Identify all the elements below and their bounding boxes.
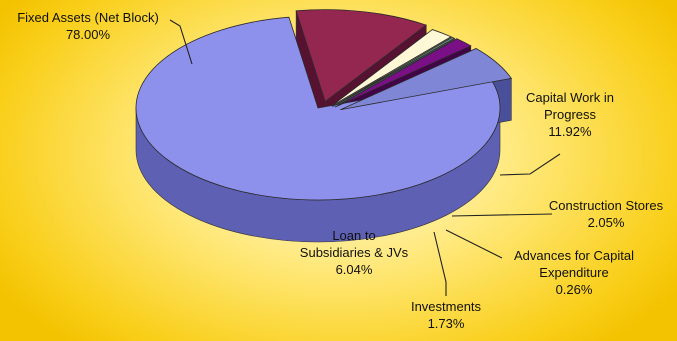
- pie-label-investments: Investments 1.73%: [411, 299, 482, 331]
- leader-line-construction-stores: [451, 213, 553, 217]
- pie-label-fixed-assets: Fixed Assets (Net Block) 78.00%: [17, 10, 159, 42]
- pie-label-name-capital-work-in-progress: Progress: [544, 107, 597, 122]
- leader-line-advances-capital-expenditure: [445, 229, 503, 259]
- pie-label-name-fixed-assets: Fixed Assets (Net Block): [17, 10, 159, 25]
- pie-tops: [135, 9, 513, 201]
- pie-label-pct-investments: 1.73%: [428, 316, 465, 331]
- pie-slice-loan-to-subsidiaries: [340, 48, 513, 111]
- pie-label-pct-loan-to-subsidiaries: 6.04%: [336, 262, 373, 277]
- pie-label-name-capital-work-in-progress: Capital Work in: [526, 90, 614, 105]
- pie-label-name-construction-stores: Construction Stores: [549, 198, 664, 213]
- pie-labels: Fixed Assets (Net Block) 78.00% Capital Wo…: [17, 10, 663, 331]
- pie-label-construction-stores: Construction Stores 2.05%: [549, 198, 664, 230]
- pie-label-name-loan-to-subsidiaries: Loan to: [332, 228, 375, 243]
- pie-label-name-advances-capital-expenditure: Expenditure: [539, 265, 608, 280]
- pie-label-capital-work-in-progress: Capital Work in Progress 11.92%: [526, 90, 614, 139]
- pie-label-name-investments: Investments: [411, 299, 482, 314]
- pie-label-pct-construction-stores: 2.05%: [588, 215, 625, 230]
- pie-slice-fixed-assets: [135, 16, 501, 201]
- pie-label-name-loan-to-subsidiaries: Subsidiaries & JVs: [300, 245, 409, 260]
- pie-label-name-advances-capital-expenditure: Advances for Capital: [514, 248, 634, 263]
- pie-label-advances-capital-expenditure: Advances for Capital Expenditure 0.26%: [514, 248, 634, 297]
- pie-slice-capital-work-in-progress: [295, 9, 428, 103]
- leader-line-investments: [433, 231, 447, 296]
- leader-line-capital-work-in-progress: [499, 153, 561, 176]
- pie-label-pct-capital-work-in-progress: 11.92%: [548, 124, 592, 139]
- pie-label-pct-advances-capital-expenditure: 0.26%: [556, 282, 593, 297]
- pie-label-pct-fixed-assets: 78.00%: [66, 27, 111, 42]
- pie-label-loan-to-subsidiaries: Loan to Subsidiaries & JVs 6.04%: [300, 228, 409, 277]
- pie-slice-advances-capital-expenditure: [332, 36, 456, 107]
- leader-line-fixed-assets: [169, 19, 193, 65]
- pie-slice-construction-stores: [331, 29, 452, 107]
- pie-slice-investments: [334, 38, 472, 108]
